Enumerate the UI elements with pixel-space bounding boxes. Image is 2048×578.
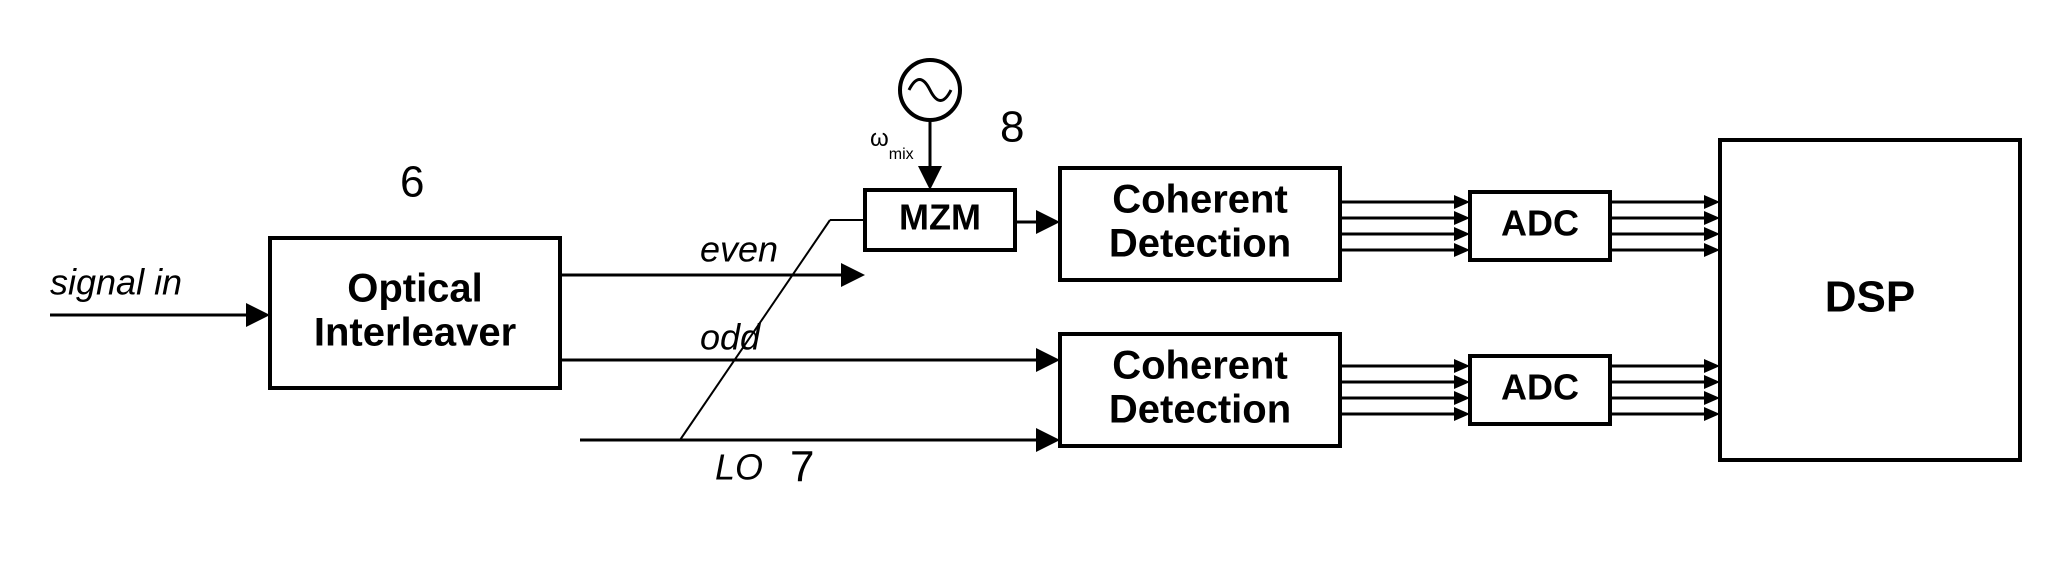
lo-label: LO bbox=[715, 447, 763, 488]
num6-label: 6 bbox=[400, 158, 424, 207]
adc1-box: ADC bbox=[1470, 192, 1610, 260]
cd1-label: Coherent bbox=[1112, 178, 1288, 222]
interleaver-box: OpticalInterleaver bbox=[270, 238, 560, 388]
adc2-label: ADC bbox=[1501, 367, 1579, 408]
cd2-label: Detection bbox=[1109, 388, 1291, 432]
cd1-box: CoherentDetection bbox=[1060, 168, 1340, 280]
num8-label: 8 bbox=[1000, 103, 1024, 152]
odd-label: odd bbox=[700, 317, 761, 358]
cd2-box: CoherentDetection bbox=[1060, 334, 1340, 446]
dsp-label: DSP bbox=[1825, 273, 1915, 322]
num7-label: 7 bbox=[790, 443, 814, 492]
oscillator-icon bbox=[900, 60, 960, 120]
adc2-box: ADC bbox=[1470, 356, 1610, 424]
even-label: even bbox=[700, 229, 778, 270]
cd1-label: Detection bbox=[1109, 222, 1291, 266]
cd2-label: Coherent bbox=[1112, 344, 1288, 388]
dsp-box: DSP bbox=[1720, 140, 2020, 460]
signal_in-label: signal in bbox=[50, 262, 182, 303]
adc1-label: ADC bbox=[1501, 203, 1579, 244]
omega-mix-label: ωmix bbox=[870, 125, 914, 162]
interleaver-label: Optical bbox=[347, 267, 483, 311]
mzm-label: MZM bbox=[899, 197, 981, 238]
mzm-box: MZM bbox=[865, 190, 1015, 250]
interleaver-label: Interleaver bbox=[314, 311, 516, 355]
